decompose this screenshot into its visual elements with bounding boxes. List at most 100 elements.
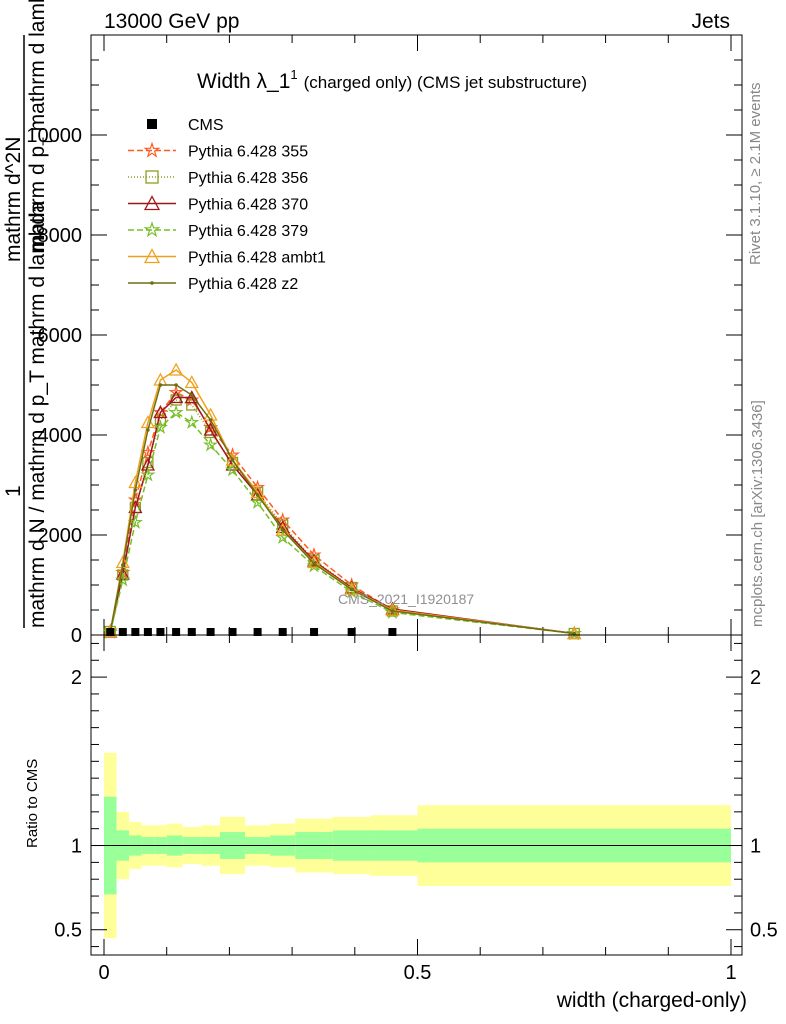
cms-data-point: [172, 628, 181, 636]
x-tick-label: 0.5: [404, 962, 432, 984]
cms-data-point: [187, 628, 196, 636]
ratio-frame: [90, 634, 743, 956]
x-tick-label: 0: [98, 962, 109, 984]
plot-title-sup: 1: [290, 67, 297, 82]
legend-marker-cms: [147, 119, 157, 129]
legend-item-5: Pythia 6.428 z2: [128, 276, 298, 293]
legend-label-0: Pythia 6.428 355: [188, 144, 308, 161]
y-label-denominator: mathrm d N / mathrm d p_T mathrm d lambd…: [26, 201, 49, 628]
series-point-3: [566, 625, 582, 641]
analysis-watermark: CMS_2021_I1920187: [338, 591, 474, 607]
y-tick-label: 6000: [38, 325, 83, 347]
plot-title: Width λ_11 (charged only) (CMS jet substr…: [197, 67, 587, 93]
series-point-2: [184, 390, 199, 404]
cms-data-point: [228, 628, 237, 636]
series-point-5: [312, 561, 316, 566]
ratio-y-tick-label-left: 0.5: [54, 920, 82, 942]
series-point-3: [202, 436, 219, 452]
cms-data-points: [106, 628, 397, 636]
series-line-3: [109, 411, 575, 635]
ratio-y-tick-label-right: 2: [750, 667, 761, 689]
series-point-3: [115, 571, 131, 587]
plot-title-sub: (charged only) (CMS jet substructure): [304, 73, 587, 92]
series-point-5: [280, 528, 285, 532]
series-point-4: [225, 452, 240, 466]
legend-label-1: Pythia 6.428 356: [188, 170, 308, 187]
legend-item-4: Pythia 6.428 ambt1: [128, 248, 326, 267]
series-point-3: [184, 414, 200, 430]
ratio-panel: 0.5 0.5 1 1 2 2 0 0.5 1 Ratio to CMS width (char…: [24, 634, 778, 1012]
y-tick-label: 2000: [38, 525, 83, 547]
series-point-3: [127, 514, 144, 530]
legend-item-1: Pythia 6.428 356: [128, 170, 308, 187]
series-point-2: [169, 390, 184, 404]
series-point-5: [230, 458, 235, 462]
series-point-4: [169, 362, 184, 376]
y-label-suffix-b: T: [39, 137, 55, 146]
legend: CMS Pythia 6.428 355 Pythia 6.428 356 Pythi…: [128, 117, 326, 293]
legend-marker-4: [143, 248, 161, 264]
x-tick-label: 1: [725, 962, 736, 984]
y-label-suffix-a-text: mathrm d p: [26, 146, 49, 252]
ratio-y-tick-label-left: 1: [71, 836, 82, 858]
series-point-4: [344, 581, 359, 595]
series-point-3: [140, 466, 156, 482]
legend-item-2: Pythia 6.428 370: [128, 195, 308, 214]
series-line-2: [109, 396, 575, 635]
legend-label-cms: CMS: [188, 117, 224, 134]
ratio-y-tick-label-right: 1: [750, 836, 761, 858]
series-point-5: [158, 383, 163, 387]
series-point-5: [189, 393, 194, 397]
cms-data-point: [310, 628, 319, 636]
y-tick-label: 4000: [38, 425, 83, 447]
legend-marker-1: [145, 170, 159, 184]
y-label-numerator: 1: [2, 485, 25, 497]
series-point-5: [121, 563, 125, 567]
legend-label-2: Pythia 6.428 370: [188, 197, 308, 214]
legend-label-3: Pythia 6.428 379: [188, 223, 308, 240]
y-tick-label: 0: [71, 625, 82, 647]
ratio-y-tick-label-right: 0.5: [750, 920, 778, 942]
series-point-4: [275, 522, 290, 536]
legend-label-4: Pythia 6.428 ambt1: [188, 250, 326, 267]
header-left-label: 13000 GeV pp: [104, 10, 239, 33]
series-point-5: [349, 587, 354, 592]
legend-marker-2: [143, 195, 161, 211]
legend-item-cms: CMS: [147, 117, 224, 134]
ratio-y-tick-label-left: 2: [71, 667, 82, 689]
series-point-5: [146, 428, 150, 432]
cms-data-point: [206, 628, 215, 636]
cms-data-point: [131, 628, 140, 636]
cms-data-point: [143, 628, 152, 636]
series-point-5: [133, 488, 138, 492]
series-point-5: [174, 383, 178, 387]
series-point-3: [224, 462, 241, 477]
main-y-ticks: 0 2000 4000 6000 8000 10000: [26, 35, 742, 647]
ratio-ticks: 0.5 0.5 1 1 2 2 0 0.5 1: [54, 635, 778, 984]
header-right-label: Jets: [691, 10, 730, 33]
series-point-2: [203, 422, 218, 436]
series-point-4: [306, 555, 322, 569]
legend-label-5: Pythia 6.428 z2: [188, 276, 298, 293]
cms-data-point: [118, 628, 127, 636]
rivet-version-label: Rivet 3.1.10, ≥ 2.1M events: [747, 83, 764, 266]
series-point-5: [390, 609, 395, 613]
cms-data-point: [253, 628, 262, 636]
series-point-2: [250, 487, 265, 501]
cms-data-point: [156, 628, 165, 636]
main-series-curves: [102, 362, 582, 641]
cms-data-point: [388, 628, 397, 636]
mcplots-reference-label: mcplots.cern.ch [arXiv:1306.3436]: [749, 400, 766, 627]
legend-marker-0: [143, 141, 161, 158]
y-label-suffix-a: mathrm d pT mathrm d lambda: [26, 0, 55, 252]
y-label-prefix: mathrm d^2N: [2, 137, 25, 262]
main-y-axis-label: 1 mathrm d N / mathrm d p_T mathrm d lam…: [2, 0, 55, 628]
series-point-5: [208, 418, 213, 422]
legend-marker-3: [143, 221, 161, 238]
series-point-2: [153, 405, 168, 419]
x-axis-label: width (charged-only): [556, 989, 747, 1012]
main-panel: 0 2000 4000 6000 8000 10000 CMS_2021_I1920187…: [26, 34, 743, 647]
ratio-y-label: Ratio to CMS: [24, 759, 41, 848]
series-point-3: [168, 404, 184, 420]
